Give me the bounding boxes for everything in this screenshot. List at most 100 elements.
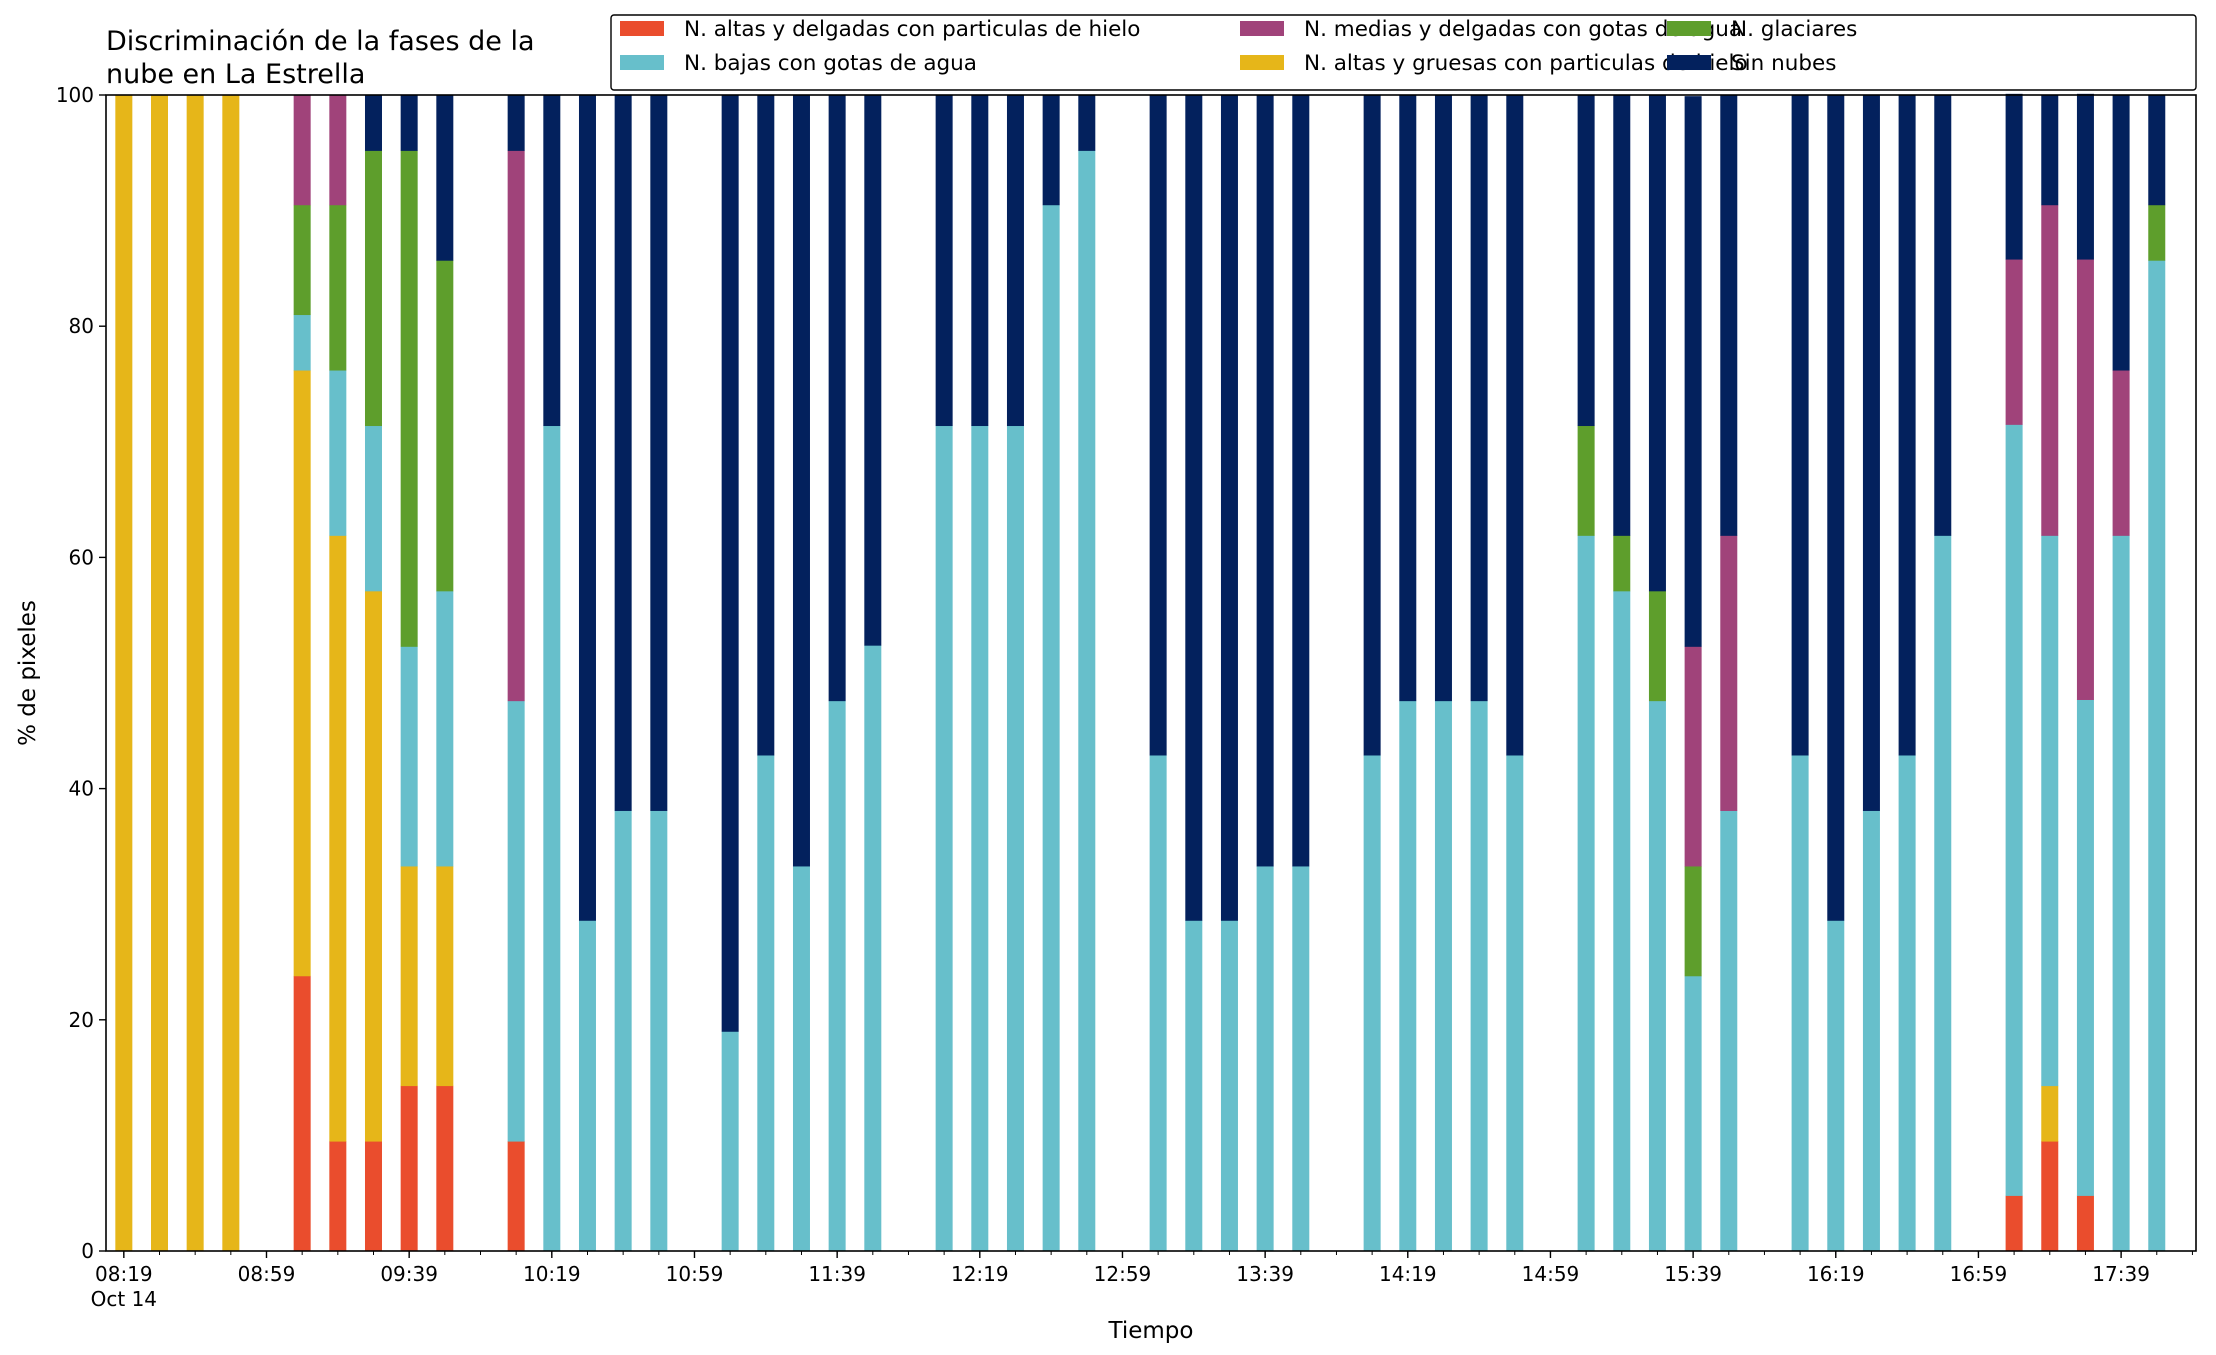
legend-swatch	[620, 21, 664, 36]
bar-segment	[1862, 95, 1880, 811]
bar-stack	[1042, 95, 1060, 1252]
bar-segment	[1506, 755, 1524, 1252]
bar-segment	[2076, 699, 2094, 1196]
title-line: Discriminación de la fases de la	[106, 26, 535, 57]
bar-stack	[1577, 95, 1595, 1252]
bar-segment	[1149, 95, 1167, 756]
x-tick-label: 16:59	[1950, 1262, 2008, 1286]
bar-stack	[222, 95, 240, 1252]
legend-item: N. medias y delgadas con gotas de agua	[1240, 17, 1742, 42]
x-tick-label: 14:19	[1379, 1262, 1437, 1286]
bar-segment	[721, 95, 739, 1032]
bar-stack	[1613, 95, 1631, 1252]
bar-stack	[971, 95, 989, 1252]
bar-segment	[436, 866, 454, 1087]
bar-segment	[1042, 95, 1060, 206]
bar-segment	[1613, 95, 1631, 536]
bar-segment	[329, 95, 347, 206]
bar-segment	[578, 920, 596, 1252]
bar-segment	[1613, 535, 1631, 592]
bar-segment	[2148, 260, 2166, 1252]
bar-stack	[1827, 95, 1845, 1252]
bar-stack	[1898, 95, 1916, 1252]
bar-segment	[614, 810, 632, 1252]
bar-segment	[2041, 95, 2059, 206]
bar-segment	[2076, 259, 2094, 700]
bar-segment	[828, 700, 846, 1252]
bar-segment	[971, 95, 989, 427]
bar-segment	[1827, 95, 1845, 921]
bar-segment	[2041, 204, 2059, 536]
bar-segment	[614, 95, 632, 811]
legend-label: N. glaciares	[1731, 17, 1857, 42]
bar-segment	[400, 646, 418, 867]
bar-segment	[2112, 535, 2130, 1252]
x-tick-label: 11:39	[808, 1262, 866, 1286]
bar-segment	[2005, 259, 2023, 425]
bar-stack	[2005, 93, 2023, 1252]
bar-segment	[578, 95, 596, 921]
bar-segment	[400, 866, 418, 1087]
bar-segment	[1613, 590, 1631, 1252]
x-tick-label: 14:59	[1522, 1262, 1580, 1286]
bar-segment	[1684, 866, 1702, 977]
bar-segment	[757, 95, 775, 756]
bar-segment	[507, 1141, 525, 1252]
bar-stack	[1363, 95, 1381, 1252]
bar-segment	[1078, 95, 1096, 151]
legend-item: N. altas y delgadas con particulas de hi…	[620, 17, 1140, 42]
bar-segment	[115, 95, 133, 1252]
bar-segment	[1292, 866, 1310, 1252]
bar-stack	[1506, 95, 1524, 1252]
bar-segment	[329, 1141, 347, 1252]
bar-stack	[151, 95, 168, 1252]
bar-stack	[1149, 95, 1167, 1252]
x-tick-label: 13:39	[1236, 1262, 1294, 1286]
bar-stack	[935, 95, 953, 1252]
bar-segment	[364, 425, 382, 592]
y-tick-label: 0	[81, 1239, 94, 1263]
bar-segment	[1399, 700, 1417, 1252]
bar-segment	[2076, 93, 2094, 260]
bar-segment	[1470, 95, 1488, 702]
bar-segment	[400, 95, 418, 151]
bar-segment	[1220, 920, 1238, 1252]
bar-stack	[1185, 95, 1203, 1252]
bar-stack	[578, 95, 596, 1252]
x-tick-label: 12:59	[1094, 1262, 1152, 1286]
bar-segment	[1256, 866, 1274, 1252]
bar-stack	[614, 95, 632, 1252]
bar-stack	[864, 95, 882, 1252]
bar-segment	[1185, 920, 1203, 1252]
x-tick-label: 10:19	[523, 1262, 581, 1286]
bar-segment	[329, 535, 347, 1142]
bar-stack	[1720, 95, 1738, 1252]
x-tick-label: 15:39	[1664, 1262, 1722, 1286]
y-tick-label: 80	[69, 314, 94, 338]
bar-segment	[1791, 755, 1809, 1252]
bar-segment	[2005, 424, 2023, 1196]
bar-stack	[721, 95, 739, 1252]
bar-segment	[2005, 1195, 2023, 1252]
y-axis-label: % de pixeles	[15, 600, 41, 746]
legend-item: Sin nubes	[1667, 51, 1836, 76]
bar-segment	[1648, 590, 1666, 702]
bar-segment	[1185, 95, 1203, 921]
legend-box	[610, 14, 2197, 91]
bar-segment	[400, 150, 418, 647]
bar-stack	[1791, 95, 1809, 1252]
bar-segment	[971, 425, 989, 1252]
bar-stack	[828, 95, 846, 1252]
bar-segment	[329, 370, 347, 536]
bar-stack	[507, 95, 525, 1252]
bar-stack	[329, 95, 347, 1252]
title-line: nube en La Estrella	[106, 59, 365, 90]
bar-segment	[1720, 810, 1738, 1252]
y-axis: 0 20 40 60 80 100	[56, 83, 106, 1263]
bar-segment	[1078, 150, 1096, 1252]
bar-segment	[507, 700, 525, 1142]
bar-segment	[329, 204, 347, 371]
bar-segment	[1399, 95, 1417, 702]
